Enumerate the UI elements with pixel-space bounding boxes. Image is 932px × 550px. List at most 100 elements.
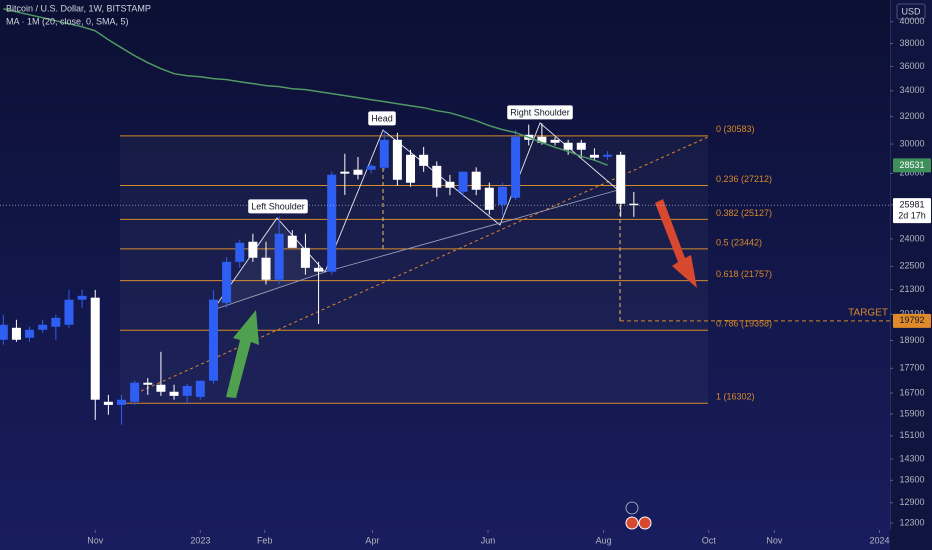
candles	[0, 123, 639, 425]
ma-line	[3, 8, 608, 166]
unit-label: USD	[901, 6, 921, 16]
y-tick-label: 16700	[899, 387, 924, 397]
candle-body	[550, 139, 560, 143]
indicator-label: MA · 1M (20, close, 0, SMA, 5)	[6, 16, 129, 26]
x-tick-label: Jun	[481, 535, 496, 545]
candle-body	[130, 382, 140, 402]
ma-tag	[893, 158, 931, 173]
annotation: Head	[371, 113, 393, 123]
candle-body	[563, 142, 573, 150]
current-tag	[893, 198, 931, 224]
y-tick-label: 22500	[899, 261, 924, 271]
fib-label: 0.786 (19358)	[716, 319, 772, 329]
x-tick-label: Nov	[766, 535, 783, 545]
candle-body	[589, 154, 599, 158]
candle-body	[143, 382, 153, 385]
axes: USD4000038000360003400032000300002800026…	[87, 3, 931, 545]
current-tag-label: 25981	[899, 200, 924, 210]
y-tick-label: 30000	[899, 138, 924, 148]
fib-label: 0.382 (25127)	[716, 208, 772, 218]
annotation-box	[368, 111, 396, 126]
fib-label: 0.236 (27212)	[716, 174, 772, 184]
head-shoulders-line	[212, 122, 619, 311]
y-tick-label: 17700	[899, 363, 924, 373]
y-tick-label: 15900	[899, 408, 924, 418]
y-tick-label: 12300	[899, 517, 924, 527]
candle-body	[274, 233, 284, 280]
candle-body	[537, 136, 547, 143]
candle-body	[327, 174, 337, 272]
candle-body	[103, 401, 113, 405]
candle-body	[156, 384, 166, 392]
annotation-box	[248, 199, 308, 214]
candle-body	[432, 165, 442, 188]
candle-body	[406, 154, 416, 183]
candle-body	[353, 169, 363, 175]
fib-layer: 0 (30583) 0.236 (27212) 0.382 (25127) 0.5 (…	[120, 124, 772, 404]
candle-body	[261, 257, 271, 280]
x-tick-label: Nov	[87, 535, 104, 545]
candle-body	[64, 299, 74, 325]
candle-body	[208, 299, 218, 381]
candle-body	[11, 327, 21, 340]
annotation: Left Shoulder	[251, 201, 305, 211]
candle-body	[25, 329, 35, 338]
icon	[625, 501, 639, 515]
candle-body	[366, 165, 376, 170]
candle-body	[90, 297, 100, 400]
candle-body	[629, 203, 639, 206]
x-tick-label: Feb	[257, 535, 273, 545]
candle-body	[458, 171, 468, 192]
y-tick-label: 15100	[899, 430, 924, 440]
chart-title: Bitcoin / U.S. Dollar, 1W, BITSTAMP	[6, 3, 151, 13]
candle-body	[248, 241, 258, 258]
x-tick-label: 2023	[190, 535, 210, 545]
candle-body	[419, 154, 429, 166]
candle-body	[603, 154, 613, 157]
candle-body	[340, 171, 350, 174]
y-tick-label: 14300	[899, 453, 924, 463]
candle-body	[117, 399, 127, 405]
y-tick-label: 34000	[899, 85, 924, 95]
candle-body	[0, 324, 8, 340]
fib-label: 0 (30583)	[716, 124, 755, 134]
candle-body	[169, 391, 179, 396]
candle-body	[576, 142, 586, 150]
candle-body	[511, 136, 521, 198]
candle-body	[235, 242, 245, 262]
neckline	[212, 189, 619, 311]
y-tick-label: 32000	[899, 111, 924, 121]
ma-tag-label: 28531	[899, 160, 924, 170]
x-tick-label: Oct	[702, 535, 717, 545]
countdown-label: 2d 17h	[898, 211, 926, 221]
y-tick-label: 40000	[899, 16, 924, 26]
overlay: TARGET Left Shoulder Head Right Shoulder	[0, 8, 890, 322]
y-tick-label: 18900	[899, 335, 924, 345]
candle-body	[484, 187, 494, 210]
y-tick-label: 24000	[899, 233, 924, 243]
y-tick-label: 38000	[899, 38, 924, 48]
x-tick-label: Aug	[596, 535, 612, 545]
unit-box	[896, 3, 926, 20]
candle-body	[616, 154, 626, 204]
up-arrow	[226, 310, 259, 398]
candle-body	[497, 186, 507, 205]
annotation: Right Shoulder	[510, 107, 570, 117]
candle-body	[182, 385, 192, 396]
fib-label: 1 (16302)	[716, 392, 755, 402]
y-tick-label: 21300	[899, 284, 924, 294]
y-tick-label: 20100	[899, 309, 924, 319]
candle-body	[314, 267, 324, 272]
candle-body	[222, 261, 232, 303]
footer-icons	[625, 501, 652, 530]
target-label: TARGET	[848, 307, 888, 318]
y-tick-label: 28000	[899, 168, 924, 178]
annotation-box	[507, 105, 573, 120]
icon	[625, 516, 639, 530]
x-tick-label: 2024	[869, 535, 889, 545]
y-tick-label: 12900	[899, 497, 924, 507]
candle-body	[445, 181, 455, 188]
